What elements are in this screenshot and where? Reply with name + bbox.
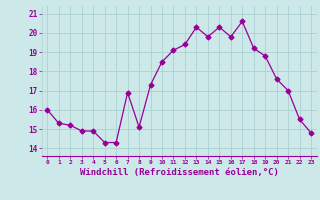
X-axis label: Windchill (Refroidissement éolien,°C): Windchill (Refroidissement éolien,°C) — [80, 168, 279, 177]
